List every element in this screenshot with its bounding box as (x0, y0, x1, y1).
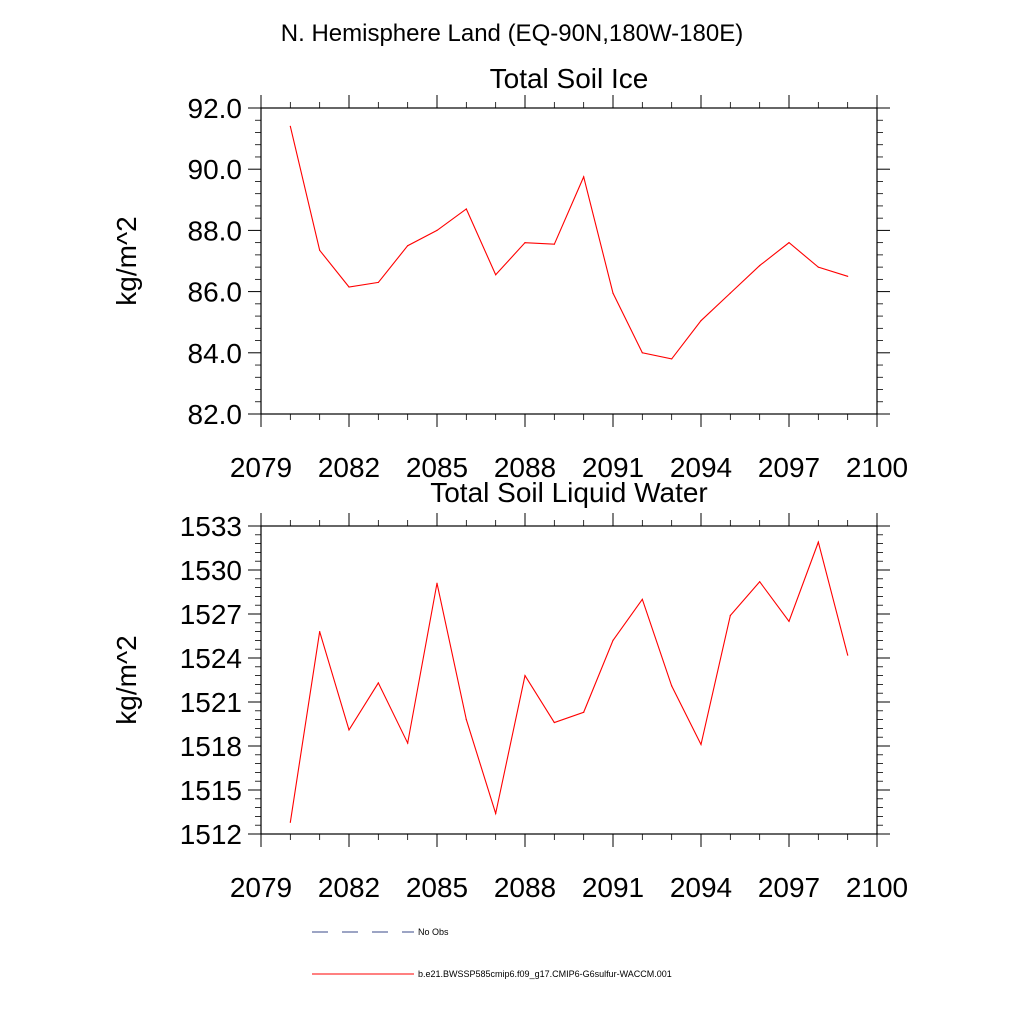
figure-suptitle: N. Hemisphere Land (EQ-90N,180W-180E) (281, 20, 743, 47)
y-tick-label: 1521 (180, 687, 242, 718)
series-line (289, 540, 849, 823)
data-point (817, 266, 819, 268)
x-tick-label: 2079 (230, 452, 292, 483)
data-point (319, 249, 321, 251)
data-point (289, 125, 291, 127)
x-tick-label: 2085 (406, 872, 468, 903)
y-tick-label: 1533 (180, 511, 242, 542)
data-point (671, 358, 673, 360)
data-point (759, 264, 761, 267)
data-point (847, 654, 849, 656)
chart-title: Total Soil Liquid Water (430, 477, 708, 508)
y-tick-label: 1515 (180, 775, 242, 806)
data-point (641, 352, 643, 354)
data-point (847, 275, 849, 277)
x-tick-label: 2079 (230, 872, 292, 903)
x-tick-label: 2100 (846, 872, 908, 903)
x-tick-label: 2088 (494, 452, 556, 483)
data-point (289, 821, 291, 823)
y-tick-label: 82.0 (188, 399, 243, 430)
data-point (671, 685, 673, 687)
y-tick-label: 86.0 (188, 277, 243, 308)
data-point (524, 675, 526, 677)
y-tick-label: 92.0 (188, 93, 243, 124)
data-point (377, 682, 379, 684)
data-point (788, 620, 790, 622)
x-tick-label: 2097 (758, 872, 820, 903)
y-tick-label: 1512 (180, 819, 242, 850)
y-tick-label: 84.0 (188, 338, 243, 369)
x-tick-label: 2094 (670, 452, 732, 483)
series-line (289, 126, 848, 360)
data-point (436, 229, 438, 231)
data-point (407, 245, 409, 247)
data-point (465, 719, 467, 721)
panel-total-soil-liquid-water: Total Soil Liquid Water kg/m^2 2079 2082 208… (111, 477, 908, 903)
y-axis-label: kg/m^2 (111, 216, 142, 305)
x-tick-label: 2091 (582, 872, 644, 903)
data-point (788, 242, 790, 244)
y-axis-label: kg/m^2 (111, 635, 142, 724)
y-tick-label: 1524 (180, 643, 242, 674)
data-point (495, 274, 497, 276)
y-tick-label: 1518 (180, 731, 242, 762)
panel-total-soil-ice: Total Soil Ice kg/m^2 2079 2082 2085 2088 2091… (111, 63, 908, 483)
x-tick-label: 2082 (318, 872, 380, 903)
x-tick-label: 2085 (406, 452, 468, 483)
x-tick-label: 2088 (494, 872, 556, 903)
data-point (348, 286, 350, 288)
data-point (465, 208, 467, 210)
x-tick-label: 2097 (758, 452, 820, 483)
legend-label: No Obs (418, 927, 449, 937)
y-tick-label: 1530 (180, 555, 242, 586)
data-point (817, 541, 819, 543)
y-tick-label: 88.0 (188, 215, 243, 246)
plot-frame (260, 525, 878, 835)
data-point (407, 742, 409, 744)
x-tick-label: 2094 (670, 872, 732, 903)
data-point (729, 292, 731, 294)
data-point (377, 281, 379, 284)
data-point (641, 598, 643, 600)
data-point (700, 320, 702, 322)
data-point (495, 812, 497, 815)
legend: No Obs b.e21.BWSSP585cmip6.f09_g17.CMIP6-… (312, 927, 672, 979)
chart-title: Total Soil Ice (490, 63, 649, 94)
plot-frame (260, 107, 878, 415)
data-point (729, 614, 731, 617)
data-point (524, 242, 526, 244)
data-point (348, 729, 350, 731)
legend-label: b.e21.BWSSP585cmip6.f09_g17.CMIP6-G6sulf… (418, 969, 672, 979)
data-point (700, 743, 702, 746)
data-point (436, 582, 438, 584)
data-point (583, 176, 585, 178)
data-point (553, 243, 555, 245)
data-point (553, 721, 555, 724)
data-point (319, 631, 321, 633)
y-tick-label: 1527 (180, 599, 242, 630)
x-tick-label: 2091 (582, 452, 644, 483)
data-point (759, 581, 761, 583)
x-tick-label: 2082 (318, 452, 380, 483)
x-tick-label: 2100 (846, 452, 908, 483)
data-point (583, 711, 585, 713)
y-tick-label: 90.0 (188, 154, 243, 185)
data-point (612, 639, 614, 642)
data-point (612, 292, 614, 294)
